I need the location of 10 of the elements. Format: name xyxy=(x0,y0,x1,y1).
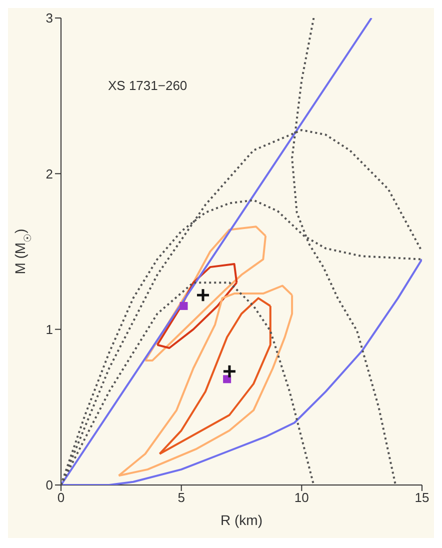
x-tick-label: 10 xyxy=(294,490,309,506)
y-tick-label: 1 xyxy=(46,322,53,337)
annotation: XS 1731−260 xyxy=(108,78,188,93)
x-axis-title: R (km) xyxy=(220,512,262,528)
y-tick-label: 3 xyxy=(46,10,53,26)
x-tick-label: 15 xyxy=(414,490,430,506)
y-tick-label: 0 xyxy=(46,478,53,493)
x-tick-label: 5 xyxy=(178,490,185,506)
y-tick-label: 2 xyxy=(46,166,53,182)
x-tick-label: 0 xyxy=(57,490,65,506)
